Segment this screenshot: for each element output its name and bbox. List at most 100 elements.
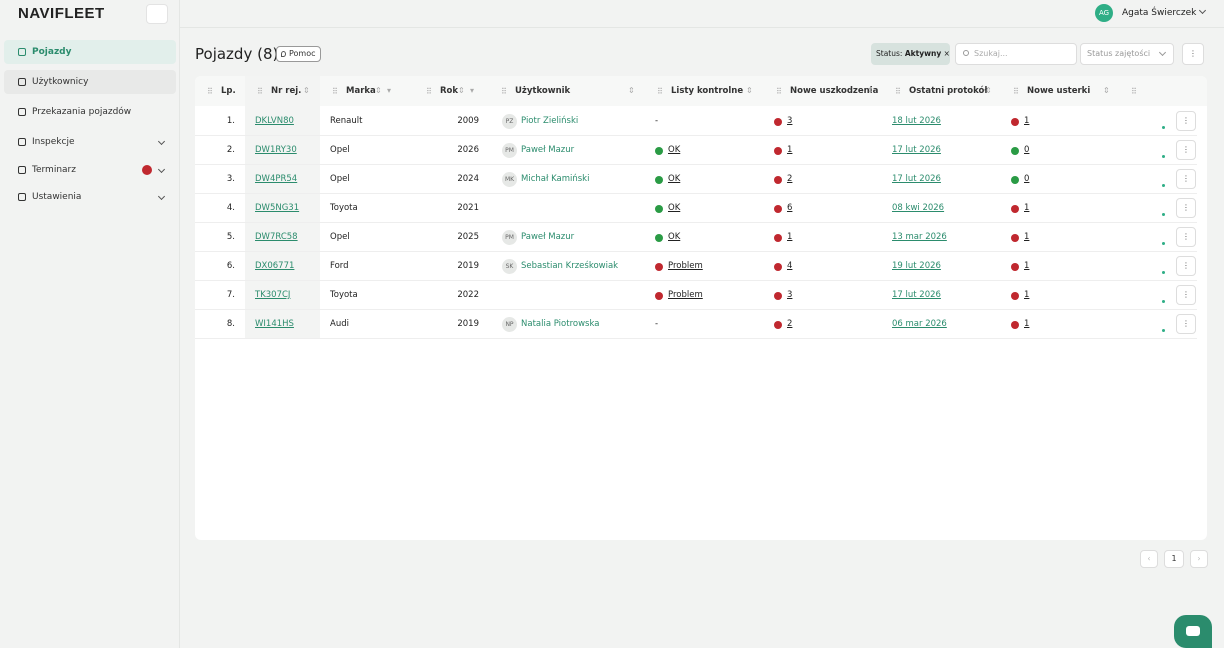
- chat-button[interactable]: [1174, 615, 1212, 648]
- row-actions[interactable]: ⋮: [1176, 169, 1196, 189]
- column-header[interactable]: Użytkownik: [515, 86, 571, 96]
- user-avatar[interactable]: AG: [1095, 4, 1113, 22]
- faults-count[interactable]: 0: [1024, 174, 1030, 184]
- row-actions[interactable]: ⋮: [1176, 111, 1196, 131]
- nav-item[interactable]: Ustawienia: [4, 185, 176, 209]
- checklist[interactable]: OK: [668, 232, 681, 242]
- status-select[interactable]: Status zajętości: [1080, 43, 1174, 65]
- last-protocol[interactable]: 17 lut 2026: [892, 145, 941, 155]
- damages-count[interactable]: 1: [787, 145, 793, 155]
- nav-item[interactable]: Inspekcje: [4, 130, 176, 154]
- faults-count[interactable]: 0: [1024, 145, 1030, 155]
- more-button[interactable]: ⋮: [1182, 43, 1204, 65]
- sort-icon[interactable]: ⇕: [746, 86, 753, 95]
- filter-chip[interactable]: Status: Aktywny ×: [871, 43, 950, 65]
- column-header[interactable]: Rok: [440, 86, 459, 96]
- damages-count[interactable]: 1: [787, 232, 793, 242]
- user-name[interactable]: Paweł Mazur: [521, 145, 575, 155]
- user-name[interactable]: Piotr Zieliński: [521, 116, 579, 126]
- damages-count[interactable]: 2: [787, 174, 793, 184]
- faults-count[interactable]: 1: [1024, 319, 1030, 329]
- sort-icon[interactable]: ⇕: [1103, 86, 1110, 95]
- row-actions[interactable]: ⋮: [1176, 227, 1196, 247]
- plate-link[interactable]: DW5NG31: [255, 203, 300, 213]
- filter-icon[interactable]: ▾: [387, 86, 391, 95]
- drag-handle[interactable]: ⠿: [776, 87, 782, 96]
- column-header[interactable]: Marka: [346, 86, 376, 96]
- column-header[interactable]: Lp.: [221, 86, 236, 96]
- search-input[interactable]: Szukaj...: [955, 43, 1077, 65]
- drag-handle[interactable]: ⠿: [1131, 87, 1137, 96]
- filter-remove[interactable]: ×: [943, 49, 950, 58]
- faults-count[interactable]: 1: [1024, 290, 1030, 300]
- plate-link[interactable]: DW1RY30: [255, 145, 297, 155]
- damages-count[interactable]: 3: [787, 290, 793, 300]
- user-name[interactable]: Paweł Mazur: [521, 232, 575, 242]
- plate-link[interactable]: DX06771: [255, 261, 295, 271]
- checklist[interactable]: Problem: [668, 261, 703, 271]
- last-protocol[interactable]: 19 lut 2026: [892, 261, 941, 271]
- damages-count[interactable]: 6: [787, 203, 793, 213]
- drag-handle[interactable]: ⠿: [895, 87, 901, 96]
- row-actions[interactable]: ⋮: [1176, 314, 1196, 334]
- faults-count[interactable]: 1: [1024, 261, 1030, 271]
- drag-handle[interactable]: ⠿: [501, 87, 507, 96]
- column-header[interactable]: Nowe usterki: [1027, 86, 1091, 96]
- plate-link[interactable]: TK307CJ: [255, 290, 291, 300]
- nav-item[interactable]: Pojazdy: [4, 40, 176, 64]
- faults-count[interactable]: 1: [1024, 232, 1030, 242]
- user-name[interactable]: Michał Kamiński: [521, 174, 590, 184]
- column-header[interactable]: Ostatni protokół: [909, 86, 988, 96]
- user-menu-chevron[interactable]: [1198, 6, 1207, 15]
- column-header[interactable]: Listy kontrolne: [671, 86, 744, 96]
- nav-item[interactable]: Terminarz: [4, 158, 176, 182]
- nav-item[interactable]: Przekazania pojazdów: [4, 100, 176, 124]
- damages-count[interactable]: 3: [787, 116, 793, 126]
- filter-icon[interactable]: ▾: [470, 86, 474, 95]
- sort-icon[interactable]: ⇕: [985, 86, 992, 95]
- nav-item[interactable]: Użytkownicy: [4, 70, 176, 94]
- help-button[interactable]: Pomoc: [276, 46, 321, 62]
- drag-handle[interactable]: ⠿: [657, 87, 663, 96]
- sort-icon[interactable]: ⇕: [375, 86, 382, 95]
- drag-handle[interactable]: ⠿: [207, 87, 213, 96]
- row-actions[interactable]: ⋮: [1176, 256, 1196, 276]
- user-name[interactable]: Natalia Piotrowska: [521, 319, 600, 329]
- plate-link[interactable]: DW4PR54: [255, 174, 298, 184]
- user-name[interactable]: Agata Świerczek: [1122, 8, 1197, 18]
- sort-icon[interactable]: ⇕: [867, 86, 874, 95]
- last-protocol[interactable]: 18 lut 2026: [892, 116, 941, 126]
- row-actions[interactable]: ⋮: [1176, 140, 1196, 160]
- last-protocol[interactable]: 17 lut 2026: [892, 174, 941, 184]
- checklist[interactable]: OK: [668, 203, 681, 213]
- drag-handle[interactable]: ⠿: [1013, 87, 1019, 96]
- drag-handle[interactable]: ⠿: [426, 87, 432, 96]
- page-number[interactable]: 1: [1164, 550, 1184, 568]
- column-header[interactable]: Nr rej.: [271, 86, 302, 96]
- sidebar-toggle[interactable]: [146, 4, 168, 24]
- prev-page[interactable]: ‹: [1140, 550, 1158, 568]
- damages-count[interactable]: 2: [787, 319, 793, 329]
- drag-handle[interactable]: ⠿: [257, 87, 263, 96]
- next-page[interactable]: ›: [1190, 550, 1208, 568]
- plate-link[interactable]: DW7RC58: [255, 232, 298, 242]
- drag-handle[interactable]: ⠿: [332, 87, 338, 96]
- last-protocol[interactable]: 06 mar 2026: [892, 319, 947, 329]
- plate-link[interactable]: DKLVN80: [255, 116, 294, 126]
- sort-icon[interactable]: ⇕: [458, 86, 465, 95]
- faults-count[interactable]: 1: [1024, 116, 1030, 126]
- faults-count[interactable]: 1: [1024, 203, 1030, 213]
- last-protocol[interactable]: 17 lut 2026: [892, 290, 941, 300]
- checklist[interactable]: OK: [668, 174, 681, 184]
- last-protocol[interactable]: 08 kwi 2026: [892, 203, 945, 213]
- plate-link[interactable]: WI141HS: [255, 319, 294, 329]
- user-name[interactable]: Sebastian Krześkowiak: [521, 261, 619, 271]
- column-header[interactable]: Nowe uszkodzenia: [790, 86, 879, 96]
- checklist[interactable]: OK: [668, 145, 681, 155]
- sort-icon[interactable]: ⇕: [303, 86, 310, 95]
- row-actions[interactable]: ⋮: [1176, 198, 1196, 218]
- damages-count[interactable]: 4: [787, 261, 793, 271]
- logo[interactable]: NAVIFLEET: [18, 5, 105, 22]
- sort-icon[interactable]: ⇕: [628, 86, 635, 95]
- checklist[interactable]: Problem: [668, 290, 703, 300]
